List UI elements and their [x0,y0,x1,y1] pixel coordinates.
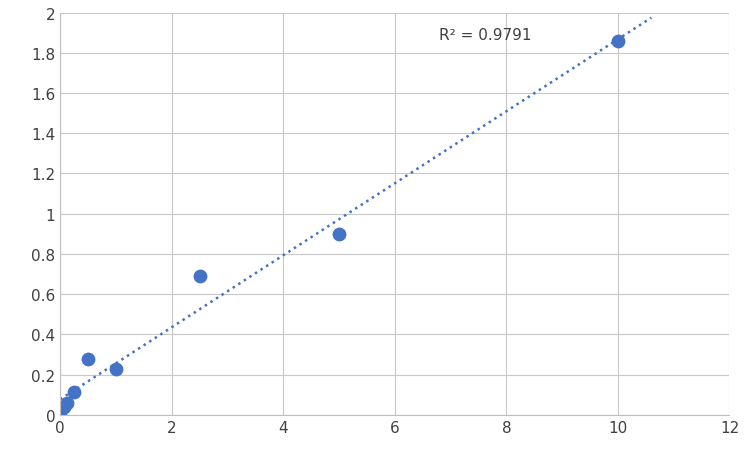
Point [193,273,205,280]
Text: R² = 0.9791: R² = 0.9791 [439,28,532,42]
Point [61,399,73,406]
Point [58,403,70,410]
Point [110,365,122,373]
Point [68,388,80,396]
Point [54,411,66,419]
Point [612,38,624,45]
Point [82,355,94,362]
Point [333,231,345,238]
